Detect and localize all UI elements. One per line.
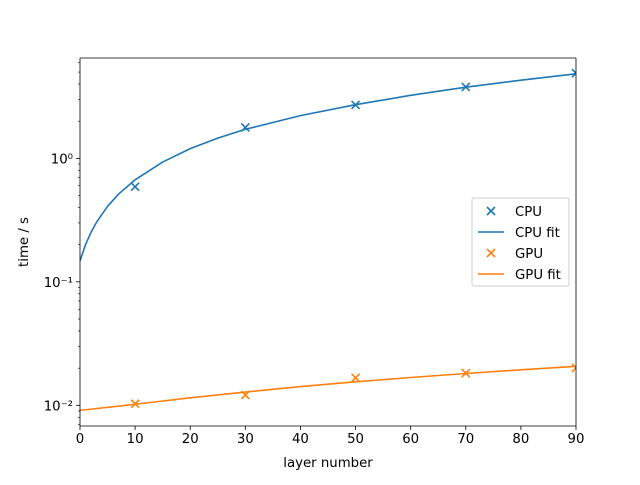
legend-entry-cpu-swatch — [486, 206, 496, 216]
x-tick-label-9: 90 — [568, 432, 585, 447]
y-tick-label-1: 10⁻¹ — [44, 276, 73, 291]
legend-frame — [471, 197, 570, 287]
legend-entry-gpu-fit-label: GPU fit — [515, 268, 561, 283]
x-tick-label-7: 70 — [457, 432, 474, 447]
series-gpu-point-4 — [571, 363, 576, 373]
x-axis-ticks: 0 10 20 30 40 50 60 70 80 90 — [76, 426, 585, 447]
x-tick-label-5: 50 — [347, 432, 364, 447]
series-cpu-point-4 — [571, 68, 576, 78]
axes-layer — [79, 57, 577, 427]
x-tick-label-2: 20 — [182, 432, 199, 447]
series-cpu-fit-line — [80, 73, 576, 262]
legend-entry-cpu-fit-label: CPU fit — [515, 226, 560, 241]
legend-entry-gpu-swatch-stroke-b — [486, 248, 496, 258]
x-tick-label-3: 30 — [237, 432, 254, 447]
legend-entry-gpu-label: GPU — [515, 247, 543, 262]
series-gpu-point-2-stroke-b — [350, 373, 361, 383]
legend-entry-cpu-swatch-stroke-b — [486, 206, 496, 216]
x-tick-label-4: 40 — [292, 432, 309, 447]
series-gpu-point-4-stroke-a — [571, 363, 576, 370]
legend-entry-gpu-fit: GPU fit — [478, 268, 561, 283]
series-gpu-point-4-stroke-b — [571, 366, 576, 373]
legend-entry-cpu-label: CPU — [515, 205, 542, 220]
series-cpu-point-4-stroke-a — [571, 68, 576, 75]
legend-entry-cpu: CPU — [486, 205, 542, 220]
y-tick-label-2: 10⁰ — [51, 152, 73, 167]
series-gpu-point-2 — [350, 373, 361, 383]
legend-entry-gpu: GPU — [486, 247, 543, 262]
y-axis-ticks: 10⁻² 10⁻¹ 10⁰ — [44, 61, 80, 425]
x-tick-label-6: 60 — [402, 432, 419, 447]
x-axis-label: layer number — [283, 456, 373, 471]
x-tick-label-8: 80 — [512, 432, 529, 447]
legend: CPU CPU fit GPU GPU fit — [471, 197, 570, 287]
series-gpu-fit-line — [80, 365, 576, 412]
x-tick-label-0: 0 — [76, 432, 84, 447]
y-axis-label: time / s — [17, 217, 32, 267]
series-cpu-point-0-stroke-b — [130, 182, 140, 192]
y-tick-label-0: 10⁻² — [44, 399, 73, 414]
legend-entry-gpu-swatch — [486, 248, 496, 258]
legend-entry-cpu-fit: CPU fit — [478, 226, 560, 241]
series-layer — [80, 68, 576, 412]
x-tick-label-1: 10 — [127, 432, 144, 447]
series-cpu-point-4-stroke-b — [571, 72, 576, 78]
series-cpu-point-0 — [130, 182, 140, 192]
